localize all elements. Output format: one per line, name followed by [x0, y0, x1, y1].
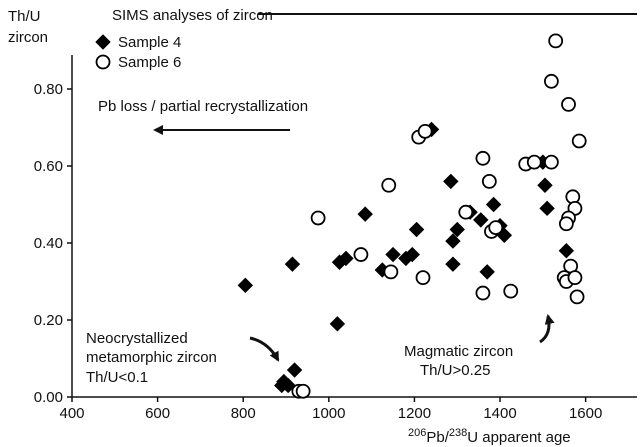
diamond-point	[357, 206, 373, 222]
x-label-part: U apparent age	[467, 429, 570, 446]
circle-point	[310, 210, 326, 226]
diamond-point	[404, 246, 420, 263]
diamond-point	[408, 221, 425, 238]
diamond-point	[445, 233, 461, 249]
diamond-point	[539, 200, 555, 217]
diamond-point	[329, 316, 346, 332]
diamond-point	[237, 277, 254, 294]
circle-point	[481, 173, 497, 189]
circle-point	[295, 383, 311, 399]
y-tick-label: 0.20	[34, 312, 63, 329]
x-tick-label: 1600	[569, 405, 602, 422]
diamond-point	[485, 196, 502, 213]
circle-point	[526, 154, 542, 170]
circle-point	[381, 177, 397, 193]
diamond-point	[473, 212, 489, 228]
diamond-point	[479, 264, 495, 280]
circle-point	[558, 216, 574, 232]
x-tick-label: 800	[231, 405, 256, 422]
diamond-point	[385, 246, 401, 263]
annotation: Th/U<0.1	[86, 369, 148, 386]
circle-point	[458, 204, 474, 220]
circle-point	[503, 283, 519, 299]
legend-title: SIMS analyses of zircon	[112, 7, 273, 24]
x-tick-label: 400	[59, 405, 84, 422]
diamond-point	[443, 173, 459, 190]
legend-marker	[95, 34, 111, 50]
x-label-part: Pb/	[426, 429, 449, 446]
y-tick-label: 0.80	[34, 81, 63, 98]
x-tick-label: 1000	[312, 405, 345, 422]
diamond-point	[558, 242, 575, 259]
annotation: metamorphic zircon	[86, 349, 217, 366]
annotation: Neocrystallized	[86, 330, 188, 347]
x-tick-label: 1200	[398, 405, 431, 422]
x-tick-label: 1400	[483, 405, 516, 422]
diamond-point	[445, 256, 461, 272]
annotation: Pb loss / partial recrystallization	[98, 98, 308, 115]
circle-point	[417, 123, 433, 139]
legend-label: Sample 6	[118, 54, 181, 71]
circle-point	[548, 33, 564, 49]
diamond-point	[338, 250, 354, 267]
circle-point	[353, 247, 369, 262]
diamond-point	[449, 221, 465, 238]
y-tick-label: 0.40	[34, 235, 63, 252]
diamond-point	[537, 177, 553, 193]
annotation: Magmatic zircon	[404, 343, 513, 360]
diamond-point	[284, 256, 301, 272]
y-tick-label: 0.60	[34, 158, 63, 175]
x-tick-label: 600	[145, 405, 170, 422]
circle-point	[569, 289, 585, 305]
y-tick-label: 0.00	[34, 389, 63, 406]
legend-marker	[95, 54, 111, 70]
circle-point	[567, 270, 583, 286]
circle-point	[571, 133, 587, 149]
annotation: Th/U>0.25	[420, 362, 490, 379]
circle-point	[543, 154, 559, 170]
circle-point	[561, 97, 576, 112]
arrow	[539, 314, 555, 344]
circle-point	[475, 285, 491, 301]
x-label-part: 238	[449, 427, 467, 439]
circle-point	[415, 270, 431, 286]
circle-point	[383, 264, 399, 280]
diamond-point	[274, 377, 290, 394]
y-axis-label: Th/U	[8, 8, 41, 25]
legend-label: Sample 4	[118, 34, 181, 51]
x-axis-label: 206Pb/238U apparent age	[408, 427, 571, 446]
x-label-part: 206	[408, 427, 426, 439]
y-axis-label: zircon	[8, 29, 48, 46]
circle-point	[543, 73, 559, 89]
circle-point	[475, 150, 491, 166]
arrow	[249, 336, 280, 362]
circle-point	[488, 220, 504, 236]
diamond-point	[286, 362, 303, 378]
